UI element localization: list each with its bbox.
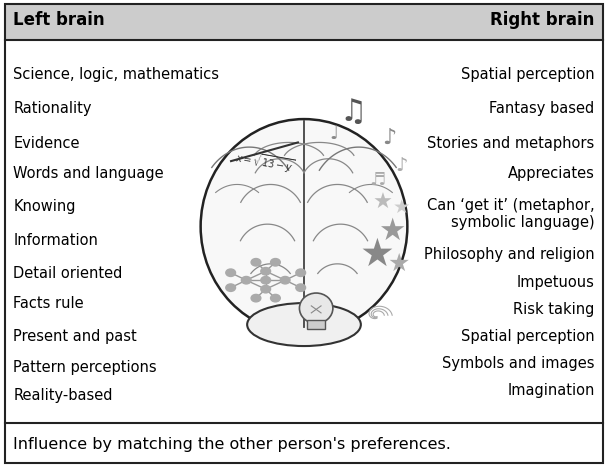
Text: Imagination: Imagination	[507, 382, 595, 397]
Text: Evidence: Evidence	[13, 135, 80, 150]
Text: Influence by matching the other person's preferences.: Influence by matching the other person's…	[13, 437, 451, 452]
Text: Can ‘get it’ (metaphor,
symbolic language): Can ‘get it’ (metaphor, symbolic languag…	[427, 198, 595, 230]
Circle shape	[251, 259, 261, 266]
Text: ♫: ♫	[339, 98, 367, 127]
Text: Rationality: Rationality	[13, 101, 92, 116]
Circle shape	[296, 269, 306, 276]
Text: Science, logic, mathematics: Science, logic, mathematics	[13, 67, 219, 82]
Circle shape	[241, 276, 251, 284]
Circle shape	[296, 284, 306, 291]
Text: Information: Information	[13, 233, 98, 248]
Text: Spatial perception: Spatial perception	[461, 329, 595, 344]
Bar	[5, 4, 603, 40]
Text: ♬: ♬	[369, 171, 385, 189]
Circle shape	[251, 294, 261, 302]
Ellipse shape	[247, 303, 361, 346]
Text: ★: ★	[373, 193, 393, 213]
Text: Stories and metaphors: Stories and metaphors	[427, 135, 595, 150]
Text: Philosophy and religion: Philosophy and religion	[424, 247, 595, 262]
Circle shape	[280, 276, 290, 284]
Text: Right brain: Right brain	[490, 11, 595, 29]
Ellipse shape	[201, 119, 407, 334]
Text: Left brain: Left brain	[13, 11, 105, 29]
Text: Fantasy based: Fantasy based	[489, 101, 595, 116]
Circle shape	[261, 276, 271, 284]
Bar	[307, 320, 325, 329]
Text: ♩: ♩	[330, 124, 339, 142]
Text: ★: ★	[387, 252, 409, 276]
Circle shape	[261, 268, 271, 275]
Circle shape	[261, 285, 271, 293]
Text: Impetuous: Impetuous	[517, 276, 595, 290]
Circle shape	[226, 284, 235, 291]
Circle shape	[271, 259, 280, 266]
Text: Symbols and images: Symbols and images	[442, 356, 595, 371]
Circle shape	[226, 269, 235, 276]
Text: Pattern perceptions: Pattern perceptions	[13, 360, 157, 375]
Ellipse shape	[300, 293, 333, 323]
Text: ★: ★	[393, 198, 410, 217]
Text: Words and language: Words and language	[13, 166, 164, 181]
Text: Detail oriented: Detail oriented	[13, 266, 123, 281]
Text: ♪: ♪	[395, 156, 407, 175]
Text: Spatial perception: Spatial perception	[461, 67, 595, 82]
Text: Appreciates: Appreciates	[508, 166, 595, 181]
Text: Present and past: Present and past	[13, 329, 137, 344]
Text: ★: ★	[378, 217, 406, 246]
Text: $x = \sqrt{13-y}$: $x = \sqrt{13-y}$	[234, 148, 296, 177]
Text: Risk taking: Risk taking	[513, 302, 595, 317]
Text: ♪: ♪	[382, 128, 396, 148]
Text: Facts rule: Facts rule	[13, 297, 84, 311]
Text: Knowing: Knowing	[13, 199, 76, 214]
Circle shape	[271, 294, 280, 302]
Text: ★: ★	[359, 235, 395, 274]
Text: Reality-based: Reality-based	[13, 389, 113, 403]
